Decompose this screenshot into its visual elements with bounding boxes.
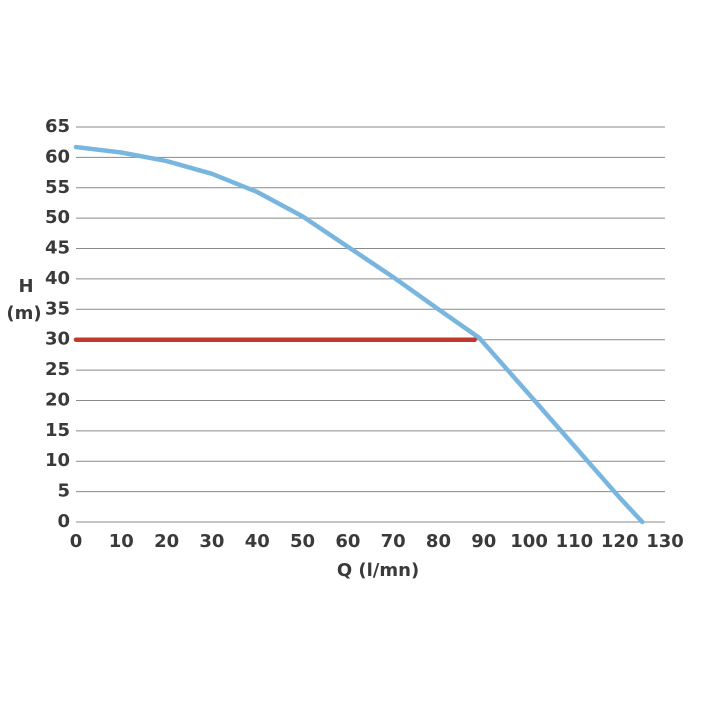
x-tick-label: 50 — [290, 531, 315, 552]
x-tick-label: 80 — [426, 531, 451, 552]
x-tick-label: 30 — [199, 531, 224, 552]
x-tick-label: 110 — [556, 531, 594, 552]
x-tick-label: 90 — [471, 531, 496, 552]
x-tick-label: 10 — [109, 531, 134, 552]
x-tick-label: 70 — [381, 531, 406, 552]
x-tick-label: 100 — [510, 531, 548, 552]
x-axis-label: Q (l/mn) — [337, 560, 419, 581]
y-tick-label: 40 — [45, 268, 70, 289]
y-tick-label: 20 — [45, 389, 70, 410]
y-axis-label: H — [18, 276, 33, 297]
y-tick-label: 35 — [45, 298, 70, 319]
x-tick-label: 130 — [646, 531, 684, 552]
y-tick-label: 45 — [45, 238, 70, 259]
y-tick-label: 65 — [45, 116, 70, 137]
y-tick-label: 15 — [45, 420, 70, 441]
y-tick-label: 5 — [57, 481, 70, 502]
x-tick-label: 20 — [154, 531, 179, 552]
y-tick-label: 60 — [45, 146, 70, 167]
x-tick-label: 120 — [601, 531, 639, 552]
y-tick-label: 25 — [45, 359, 70, 380]
x-tick-label: 40 — [245, 531, 270, 552]
y-tick-label: 30 — [45, 329, 70, 350]
y-tick-label: 10 — [45, 450, 70, 471]
y-tick-label: 55 — [45, 177, 70, 198]
x-tick-label: 60 — [335, 531, 360, 552]
y-tick-label: 0 — [57, 511, 70, 532]
y-tick-label: 50 — [45, 207, 70, 228]
x-tick-label: 0 — [70, 531, 83, 552]
line-series — [73, 144, 645, 525]
y-axis-label: (m) — [6, 303, 41, 324]
